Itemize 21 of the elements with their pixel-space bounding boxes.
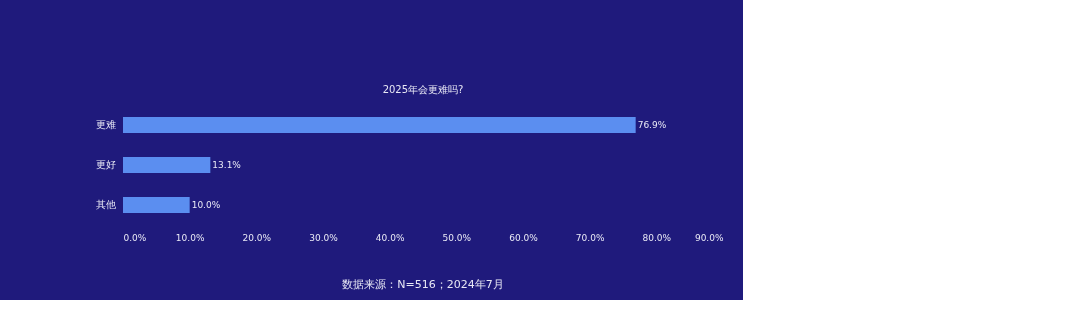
x-tick-label: 70.0% (575, 232, 605, 243)
x-tick-label: 0.0% (123, 232, 147, 243)
data-label: 13.1% (212, 160, 242, 170)
y-tick-label: 更难 (95, 119, 116, 130)
x-tick-label: 60.0% (509, 232, 539, 243)
chart-title: 2025年会更难吗? (382, 84, 464, 95)
x-tick-label: 20.0% (242, 232, 272, 243)
x-tick-label: 10.0% (175, 232, 205, 243)
x-tick-label: 90.0% (694, 232, 724, 243)
bar (123, 197, 190, 213)
x-tick-label: 40.0% (375, 232, 405, 243)
x-tick-label: 30.0% (309, 232, 339, 243)
bar (123, 117, 636, 133)
x-tick-label: 80.0% (642, 232, 672, 243)
source-note: 数据来源：N=516；2024年7月 (342, 278, 504, 291)
data-label: 76.9% (637, 120, 667, 130)
y-tick-label: 其他 (95, 199, 116, 210)
bar (123, 157, 211, 173)
x-tick-label: 50.0% (442, 232, 472, 243)
y-tick-label: 更好 (95, 159, 116, 170)
data-label: 10.0% (191, 200, 221, 210)
